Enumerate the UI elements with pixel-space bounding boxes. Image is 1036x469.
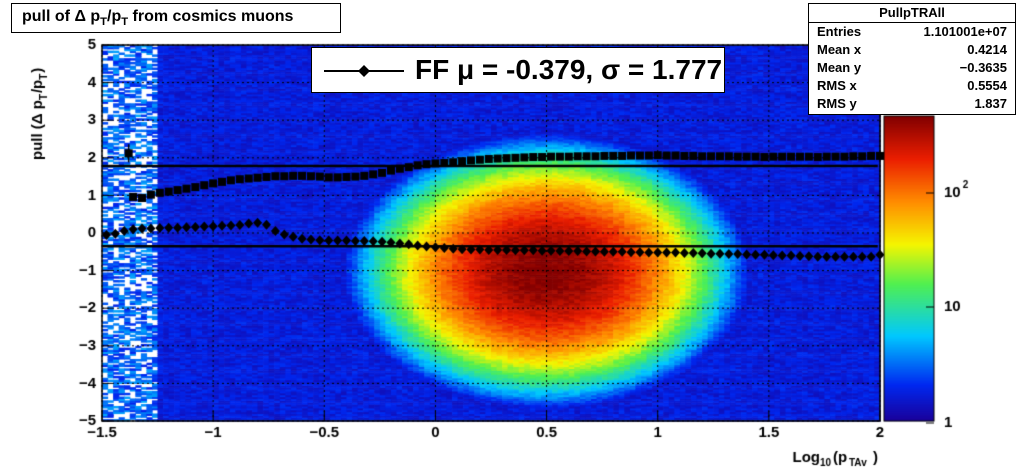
stats-label: RMS y — [817, 96, 857, 111]
stats-row: Mean y −0.3635 — [809, 59, 1015, 77]
stats-value: 0.5554 — [967, 78, 1007, 93]
legend: FF μ = -0.379, σ = 1.777 — [311, 47, 725, 93]
stats-value: 0.4214 — [967, 42, 1007, 57]
legend-label: FF μ = -0.379, σ = 1.777 — [415, 54, 723, 85]
stats-value: 1.101001e+07 — [923, 24, 1007, 39]
stats-value: 1.837 — [974, 96, 1007, 111]
stats-row: Entries 1.101001e+07 — [809, 23, 1015, 41]
stats-box: PullpTRAll Entries 1.101001e+07 Mean x 0.42… — [808, 3, 1016, 115]
stats-value: −0.3635 — [959, 60, 1007, 75]
stats-row: RMS x 0.5554 — [809, 77, 1015, 95]
stats-label: Entries — [817, 24, 862, 39]
stats-label: Mean x — [817, 42, 862, 57]
legend-marker — [324, 65, 404, 77]
stats-row: Mean x 0.4214 — [809, 41, 1015, 59]
chart-title: pull of Δ pT/pT from cosmics muons — [11, 3, 341, 33]
stats-label: RMS x — [817, 78, 857, 93]
stats-title: PullpTRAll — [809, 4, 1015, 23]
stats-row: RMS y 1.837 — [809, 95, 1015, 113]
stats-label: Mean y — [817, 60, 862, 75]
